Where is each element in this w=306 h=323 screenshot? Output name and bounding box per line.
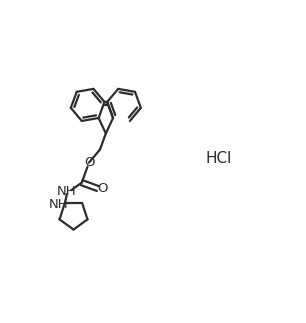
Text: HCl: HCl [205, 151, 232, 166]
Text: O: O [97, 182, 107, 195]
Text: NH: NH [57, 185, 77, 198]
Text: NH: NH [49, 198, 69, 211]
Text: O: O [84, 156, 94, 169]
